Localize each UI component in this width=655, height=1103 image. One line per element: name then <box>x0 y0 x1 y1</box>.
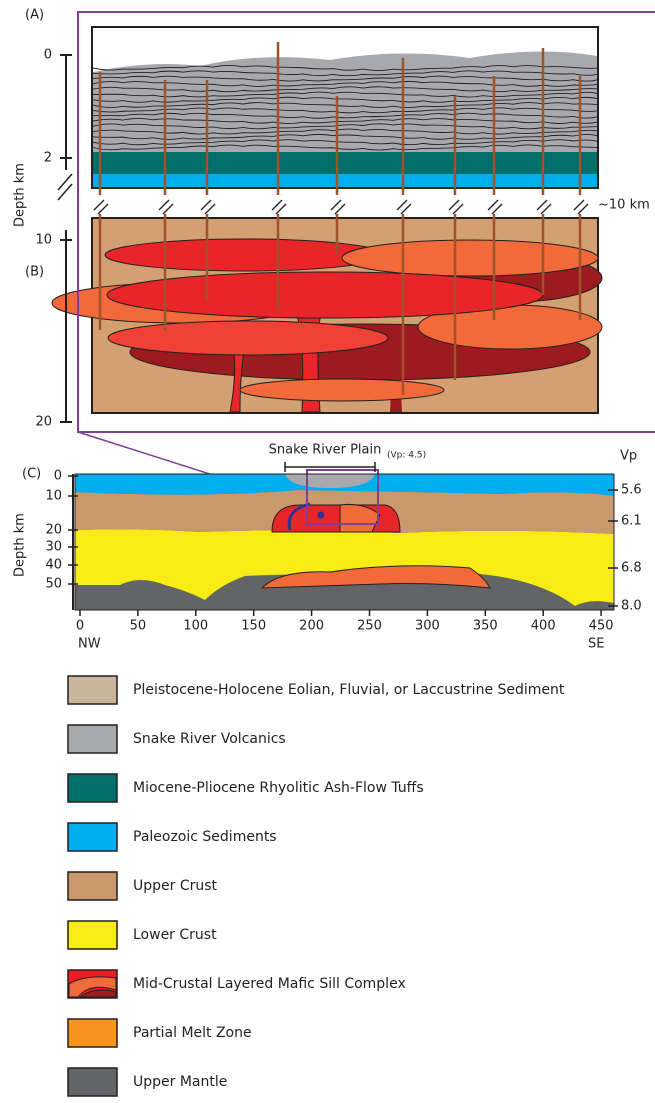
vp-label: 6.1 <box>621 514 642 529</box>
x-tick-label: 350 <box>473 619 498 634</box>
x-tick-label: 100 <box>183 619 208 634</box>
depth-tick-label: 20 <box>45 523 62 538</box>
legend-swatch <box>68 676 117 704</box>
legend-label: Snake River Volcanics <box>133 731 286 747</box>
vp-label: 6.8 <box>621 561 642 576</box>
legend-label: Paleozoic Sediments <box>133 829 277 845</box>
legend-swatch <box>68 774 117 802</box>
x-end-label: SE <box>588 637 604 652</box>
depth-tick-label: 10 <box>45 489 62 504</box>
well-break <box>488 200 502 214</box>
axis-title: Depth km <box>13 513 28 577</box>
sill <box>107 272 543 318</box>
well-break <box>94 200 108 214</box>
vp-header: Vp <box>620 449 637 464</box>
x-tick-label: 400 <box>531 619 556 634</box>
x-end-label: NW <box>78 637 101 652</box>
sill <box>240 379 444 401</box>
legend-label: Partial Melt Zone <box>133 1025 252 1041</box>
x-tick-label: 250 <box>357 619 382 634</box>
axis-title: Depth km <box>13 163 28 227</box>
vp-label: 8.0 <box>621 599 642 614</box>
vp-label: 5.6 <box>621 483 642 498</box>
figure: (A) (B) ~10 km Depth km 0 2 10 20 Snake Riv… <box>0 0 655 1103</box>
legend-swatch <box>68 725 117 753</box>
depth-tick-label: 10 <box>35 233 52 248</box>
x-tick-label: 450 <box>589 619 614 634</box>
magma-dot <box>318 512 325 519</box>
well-break <box>201 200 215 214</box>
well-break <box>449 200 463 214</box>
well-break <box>537 200 551 214</box>
x-tick-label: 50 <box>130 619 147 634</box>
sill <box>342 240 598 276</box>
plain-title: Snake River Plain <box>269 443 382 458</box>
panel-label: (C) <box>22 467 41 482</box>
legend-label: Lower Crust <box>133 927 217 943</box>
legend-swatch <box>68 1019 117 1047</box>
depth-tick-label: 20 <box>35 415 52 430</box>
x-tick-label: 200 <box>299 619 324 634</box>
legend-label: Upper Mantle <box>133 1074 227 1090</box>
legend-label: Upper Crust <box>133 878 218 894</box>
legend-label: Mid-Crustal Layered Mafic Sill Complex <box>133 976 406 992</box>
x-tick-label: 150 <box>241 619 266 634</box>
legend-swatch <box>68 921 117 949</box>
x-tick-label: 0 <box>76 619 84 634</box>
depth-tick-label: 50 <box>45 577 62 592</box>
legend-swatch <box>68 1068 117 1096</box>
legend-label: Miocene-Pliocene Rhyolitic Ash-Flow Tuff… <box>133 780 424 796</box>
well-break <box>397 200 411 214</box>
x-tick-label: 300 <box>415 619 440 634</box>
legend-label: Pleistocene-Holocene Eolian, Fluvial, or… <box>133 682 565 698</box>
break-label: ~10 km <box>598 198 650 213</box>
legend-swatch <box>68 872 117 900</box>
depth-tick-label: 30 <box>45 540 62 555</box>
depth-tick-label: 2 <box>44 151 52 166</box>
tuff-layer <box>93 152 597 174</box>
panel-label: (B) <box>25 265 44 280</box>
plain-note: (Vp: 4.5) <box>387 451 426 461</box>
depth-tick-label: 40 <box>45 558 62 573</box>
well-break <box>574 200 588 214</box>
well-break <box>159 200 173 214</box>
legend-swatch <box>68 823 117 851</box>
panel-label: (A) <box>25 8 44 23</box>
depth-tick-label: 0 <box>54 469 62 484</box>
sill <box>108 321 388 355</box>
depth-tick-label: 0 <box>44 48 52 63</box>
well-break <box>272 200 286 214</box>
paleozoic-layer <box>93 174 597 187</box>
axis-break <box>58 174 72 200</box>
well-break <box>331 200 345 214</box>
